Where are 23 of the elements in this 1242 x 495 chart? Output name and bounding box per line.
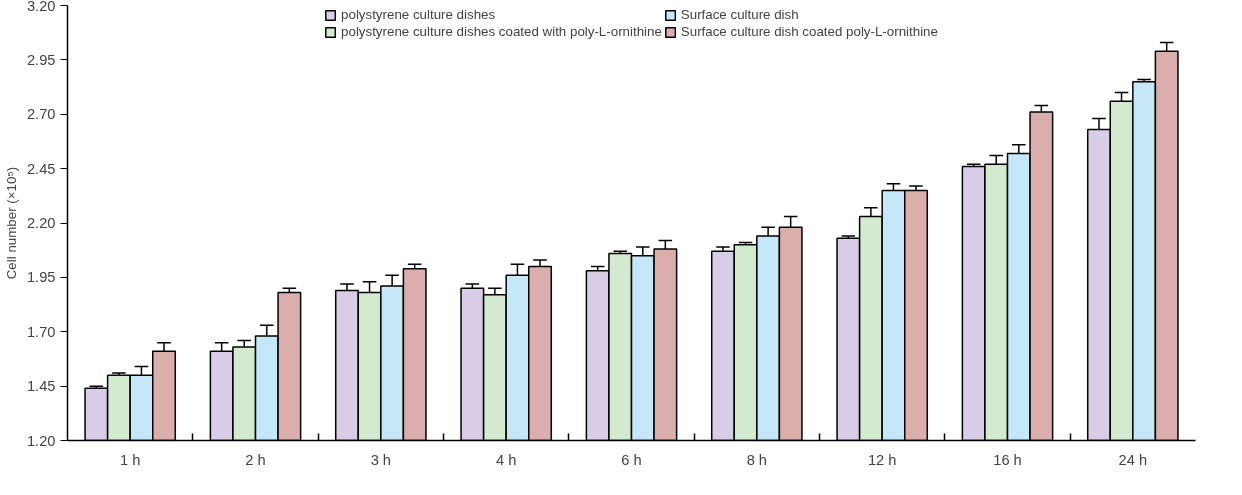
x-tick-label: 2 h [245, 451, 266, 468]
x-tick-label: 16 h [993, 451, 1022, 468]
legend-label: Surface culture dish coated poly-L-ornithine [680, 24, 938, 39]
y-tick-label: 1.95 [26, 269, 56, 286]
x-tick-label: 8 h [746, 451, 768, 468]
y-tick-label: 1.20 [26, 432, 56, 449]
legend-label: polystyrene culture dishes [341, 7, 496, 22]
y-tick-label: 1.45 [26, 378, 56, 395]
x-tick-label: 1 h [119, 451, 141, 468]
y-tick-label: 3.20 [26, 0, 56, 14]
x-tick-label: 6 h [621, 451, 642, 468]
x-tick-label: 24 h [1118, 451, 1148, 468]
x-tick-label: 3 h [370, 451, 392, 468]
y-tick-label: 2.95 [26, 51, 56, 68]
y-axis-title: Cell number (×10⁵) [3, 166, 19, 280]
y-tick-label: 2.45 [26, 160, 56, 177]
x-tick-label: 4 h [495, 451, 517, 468]
x-tick-label: 12 h [867, 451, 897, 468]
y-tick-label: 2.70 [26, 106, 56, 123]
legend-label: polystyrene culture dishes coated with poly-L-ornithine [341, 24, 662, 39]
legend-label: Surface culture dish [680, 7, 799, 22]
y-tick-label: 2.20 [26, 215, 56, 231]
y-tick-label: 1.70 [26, 323, 56, 340]
